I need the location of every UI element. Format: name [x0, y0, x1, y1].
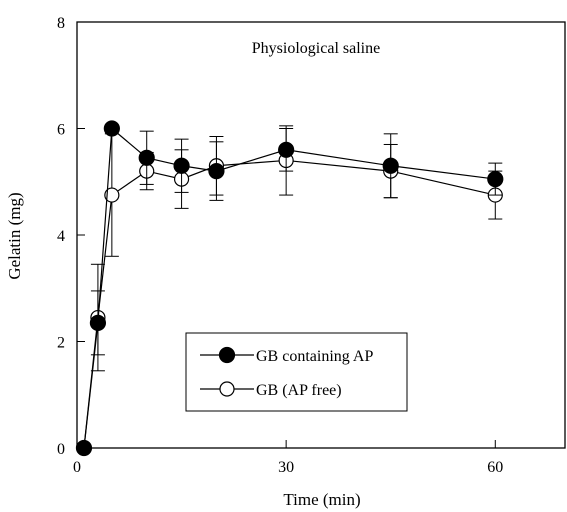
- y-axis-label: Gelatin (mg): [5, 192, 24, 279]
- series-containing-ap-point: [208, 163, 225, 180]
- chart-annotation: Physiological saline: [252, 40, 380, 57]
- legend-entry-ap-free-label: GB (AP free): [256, 382, 342, 399]
- series-containing-ap-point: [382, 157, 399, 174]
- x-tick-label: 60: [487, 459, 503, 476]
- y-tick-label: 6: [57, 122, 65, 139]
- series-containing-ap-point: [138, 149, 155, 166]
- plot-area: 0 30 60 0 2 4 6 8 GB containing AP GB (AP free): [57, 15, 566, 476]
- x-axis-label: Time (min): [283, 490, 360, 509]
- legend-box: [185, 332, 408, 412]
- series-containing-ap-point: [173, 157, 190, 174]
- y-tick-label: 2: [57, 335, 65, 352]
- series-containing-ap-point: [75, 439, 93, 457]
- x-tick-label: 0: [73, 459, 81, 476]
- y-tick-label: 8: [57, 15, 65, 32]
- series-ap-free-point: [104, 187, 120, 203]
- series-containing-ap-point: [278, 141, 295, 158]
- y-tick-label: 0: [57, 441, 65, 458]
- series-containing-ap-point: [103, 120, 120, 137]
- legend-entry-containing-ap-marker: [218, 346, 236, 364]
- series-containing-ap-point: [487, 170, 504, 188]
- legend-entry-ap-free-marker: [219, 381, 235, 397]
- y-tick-label: 4: [57, 228, 65, 245]
- series-containing-ap-point: [89, 314, 107, 331]
- legend-entry-containing-ap-label: GB containing AP: [256, 348, 373, 365]
- x-tick-label: 30: [278, 459, 294, 476]
